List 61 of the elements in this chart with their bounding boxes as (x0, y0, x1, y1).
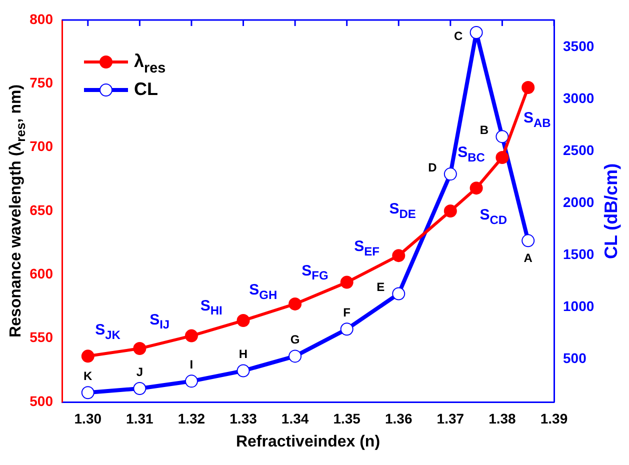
point (133, 382, 146, 395)
point (288, 350, 302, 363)
point (81, 386, 94, 400)
annotation: K (84, 368, 93, 383)
point (470, 182, 483, 195)
annotation: J (136, 364, 144, 379)
x-tick-label: 1.35 (333, 410, 361, 426)
y2-tick-label: 2000 (563, 194, 594, 210)
point (522, 80, 535, 94)
x-tick-label: 1.36 (385, 410, 412, 426)
x-tick-label: 1.30 (74, 410, 102, 426)
point (522, 234, 535, 248)
y-tick-label: 700 (30, 138, 54, 154)
annotation: A (524, 250, 533, 265)
point (184, 374, 198, 388)
point (392, 249, 406, 262)
point (340, 322, 354, 336)
annotation: I (190, 357, 194, 372)
x-tick-label: 1.39 (540, 410, 568, 426)
point (288, 297, 302, 310)
y-tick-label: 800 (30, 10, 54, 27)
point (236, 364, 250, 378)
x-tick-label: 1.32 (178, 410, 206, 426)
y-axis-title: Resonance wavelength (λres, nm) (7, 84, 28, 338)
x-tick-label: 1.37 (436, 410, 464, 426)
annotation: H (238, 347, 248, 362)
point (470, 26, 483, 39)
point (133, 342, 146, 356)
x-tick-label: 1.33 (230, 410, 258, 426)
y-tick-label: 600 (30, 266, 54, 282)
annotation: D (428, 160, 438, 174)
point (81, 350, 94, 363)
annotation: G (290, 332, 300, 347)
point (496, 130, 509, 144)
point (236, 314, 250, 328)
y2-tick-label: 1000 (563, 298, 594, 314)
y2-tick-label: 2500 (563, 142, 594, 158)
x-tick-label: 1.34 (281, 410, 309, 426)
y-tick-label: 650 (30, 202, 54, 218)
legend-label: CL (134, 78, 158, 99)
annotation: B (480, 122, 489, 137)
annotation: E (376, 280, 385, 294)
point (184, 329, 198, 342)
annotation: C (454, 28, 463, 43)
x-axis-title: Refractiveindex (n) (236, 433, 380, 450)
point (496, 151, 509, 164)
y2-axis-title: CL (dB/cm) (600, 163, 621, 259)
y-tick-label: 500 (30, 392, 54, 409)
y2-tick-label: 3500 (563, 38, 594, 54)
point (340, 276, 354, 289)
annotation: F (343, 305, 351, 320)
y2-tick-label: 3000 (563, 90, 594, 106)
x-tick-label: 1.38 (488, 410, 516, 426)
point (444, 204, 457, 218)
y-tick-label: 750 (30, 74, 54, 91)
point (392, 287, 406, 300)
y-tick-label: 550 (30, 329, 54, 346)
y2-tick-label: 500 (563, 350, 587, 366)
x-tick-label: 1.31 (126, 410, 154, 426)
point (444, 168, 457, 181)
y2-tick-label: 1500 (563, 246, 594, 262)
